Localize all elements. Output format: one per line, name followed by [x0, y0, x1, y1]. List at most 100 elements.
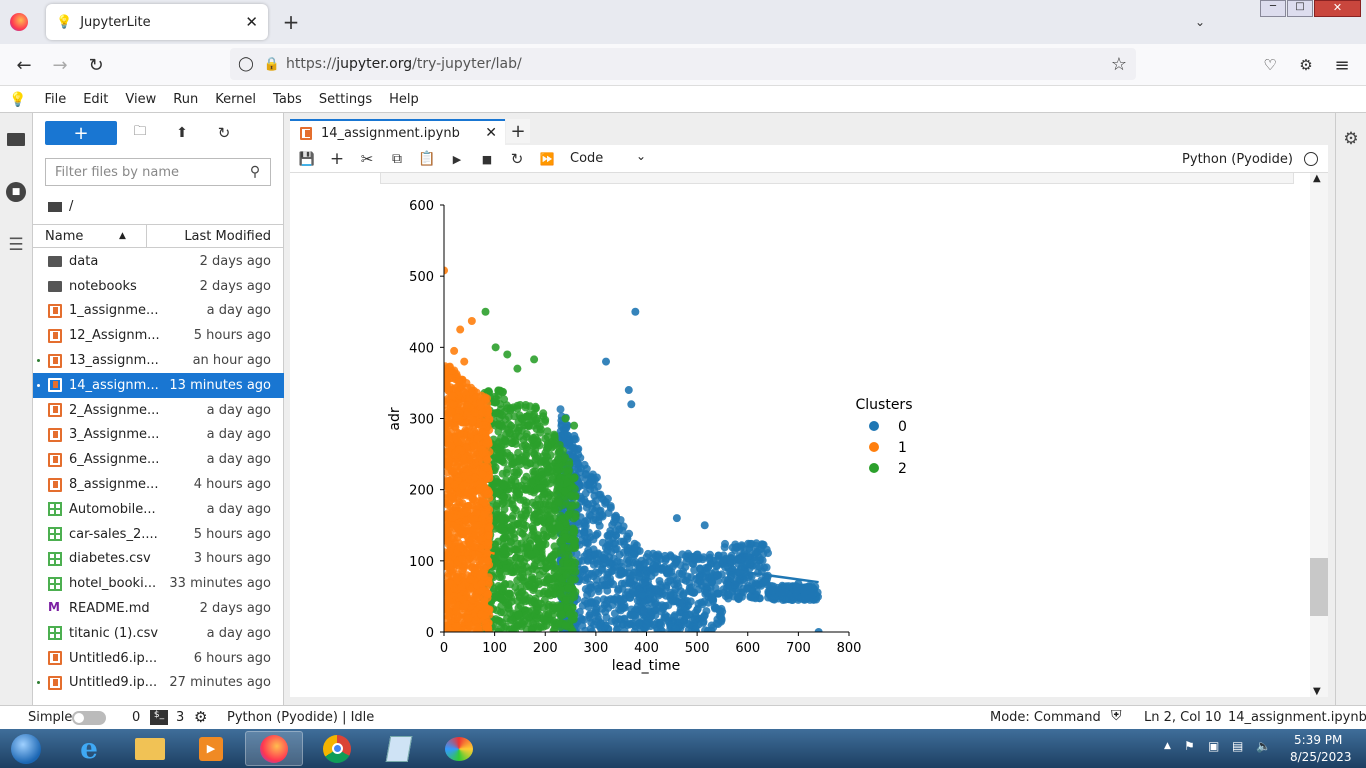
url-bar[interactable]: ◯ 🔒 https://jupyter.org/try-jupyter/lab/…: [230, 48, 1136, 80]
show-hidden-icons[interactable]: ▲: [1164, 741, 1171, 751]
kernel-status[interactable]: Python (Pyodide) | Idle: [227, 710, 375, 725]
file-row[interactable]: Untitled6.ip... 6 hours ago: [33, 646, 284, 671]
maximize-window-icon[interactable]: □: [1287, 0, 1313, 17]
file-row[interactable]: car-sales_2.... 5 hours ago: [33, 522, 284, 547]
action-center-icon[interactable]: ⚑: [1184, 739, 1195, 753]
start-button[interactable]: [4, 731, 48, 766]
paste-icon[interactable]: 📋: [418, 151, 436, 167]
trusted-shield-icon[interactable]: ⛨: [1111, 708, 1122, 724]
notebook-tab[interactable]: 14_assignment.ipynb ✕: [290, 119, 505, 145]
menu-run[interactable]: Run: [173, 92, 199, 107]
file-row[interactable]: 14_assignm... 13 minutes ago: [33, 373, 284, 398]
app-menu-icon[interactable]: ≡: [1334, 54, 1350, 76]
new-launcher-button[interactable]: +: [45, 121, 117, 145]
firefox-menu-icon[interactable]: [10, 13, 28, 31]
lock-icon[interactable]: 🔒: [263, 56, 281, 72]
file-row[interactable]: titanic (1).csv a day ago: [33, 621, 284, 646]
close-window-icon[interactable]: ✕: [1314, 0, 1361, 17]
menu-tabs[interactable]: Tabs: [273, 92, 302, 107]
modified-column-header[interactable]: Last Modified: [184, 228, 271, 244]
file-row[interactable]: 2_Assignme... a day ago: [33, 398, 284, 423]
volume-icon[interactable]: 🔈: [1256, 739, 1271, 753]
terminal-count[interactable]: 0: [132, 710, 141, 725]
shield-icon[interactable]: ◯: [238, 56, 254, 72]
upload-icon[interactable]: ⬆: [176, 125, 188, 141]
copy-icon[interactable]: ⧉: [392, 151, 402, 167]
scrollbar-thumb[interactable]: [1310, 558, 1328, 616]
cut-icon[interactable]: ✂: [360, 150, 374, 168]
file-row[interactable]: M README.md 2 days ago: [33, 596, 284, 621]
run-icon[interactable]: ▶: [452, 152, 462, 166]
name-column-header[interactable]: Name: [45, 228, 84, 244]
file-row[interactable]: Untitled9.ip... 27 minutes ago: [33, 671, 284, 696]
taskbar-media-player[interactable]: ▶: [182, 731, 240, 766]
save-icon[interactable]: 💾: [298, 151, 316, 167]
network-icon[interactable]: ▤: [1232, 739, 1244, 753]
minimize-window-icon[interactable]: ─: [1260, 0, 1286, 17]
taskbar-file-explorer[interactable]: [121, 731, 179, 766]
forward-icon[interactable]: →: [52, 54, 68, 76]
bookmark-star-icon[interactable]: ☆: [1110, 53, 1128, 75]
new-folder-icon[interactable]: 🗀: [133, 124, 147, 139]
menu-kernel[interactable]: Kernel: [215, 92, 257, 107]
breadcrumb-path[interactable]: /: [69, 199, 74, 214]
menu-file[interactable]: File: [44, 92, 67, 107]
file-row[interactable]: data 2 days ago: [33, 249, 284, 274]
file-row[interactable]: 8_assignme... 4 hours ago: [33, 472, 284, 497]
clock-date[interactable]: 8/25/2023: [1290, 750, 1352, 764]
extensions-icon[interactable]: ⚙: [1299, 56, 1313, 74]
menu-help[interactable]: Help: [389, 92, 419, 107]
vertical-scrollbar[interactable]: ▲ ▼: [1310, 173, 1328, 697]
cell-type-select[interactable]: Code ⌄: [570, 149, 652, 169]
folder-icon[interactable]: [48, 201, 62, 212]
taskbar-paint[interactable]: [430, 731, 488, 766]
file-row[interactable]: 1_assignme... a day ago: [33, 299, 284, 324]
taskbar-notepad[interactable]: [370, 731, 428, 766]
data-point: [586, 613, 595, 622]
file-row[interactable]: 13_assignm... an hour ago: [33, 348, 284, 373]
data-point: [583, 539, 592, 548]
stop-icon[interactable]: ■: [481, 152, 493, 166]
taskbar-internet-explorer[interactable]: e: [60, 731, 118, 766]
filter-input[interactable]: Filter files by name ⚲: [45, 158, 271, 186]
file-row[interactable]: 12_Assignm... 5 hours ago: [33, 323, 284, 348]
file-row[interactable]: diabetes.csv 3 hours ago: [33, 547, 284, 572]
data-point: [571, 510, 580, 519]
restart-run-all-icon[interactable]: ⏩: [539, 152, 555, 166]
taskbar-firefox[interactable]: [245, 731, 303, 766]
previous-code-cell[interactable]: [380, 173, 1294, 184]
taskbar-chrome[interactable]: [308, 731, 366, 766]
file-row[interactable]: Automobile... a day ago: [33, 497, 284, 522]
reload-icon[interactable]: ↻: [88, 54, 104, 76]
scroll-down-icon[interactable]: ▼: [1313, 686, 1321, 697]
file-row[interactable]: 6_Assignme... a day ago: [33, 447, 284, 472]
insert-cell-icon[interactable]: +: [329, 149, 345, 169]
new-tab-icon[interactable]: +: [282, 10, 300, 34]
scroll-up-icon[interactable]: ▲: [1313, 173, 1321, 184]
restart-kernel-icon[interactable]: ↻: [510, 150, 524, 168]
menu-edit[interactable]: Edit: [83, 92, 109, 107]
cursor-position[interactable]: Ln 2, Col 10: [1144, 710, 1222, 725]
property-inspector-icon[interactable]: ⚙: [1343, 129, 1359, 149]
back-icon[interactable]: ←: [16, 54, 32, 76]
kernel-name[interactable]: Python (Pyodide): [1182, 152, 1293, 167]
clock-time[interactable]: 5:39 PM: [1294, 733, 1343, 747]
file-row[interactable]: hotel_booki... 33 minutes ago: [33, 571, 284, 596]
simple-mode-toggle[interactable]: [72, 711, 106, 725]
folder-icon[interactable]: [7, 133, 25, 146]
close-tab-icon[interactable]: ✕: [485, 125, 497, 141]
menu-view[interactable]: View: [125, 92, 157, 107]
pocket-icon[interactable]: ♡: [1263, 56, 1277, 74]
power-icon[interactable]: ▣: [1208, 739, 1220, 753]
file-row[interactable]: 3_Assignme... a day ago: [33, 423, 284, 448]
new-tab-icon[interactable]: +: [506, 119, 530, 143]
refresh-icon[interactable]: ↻: [217, 124, 231, 142]
kernel-count[interactable]: 3: [176, 710, 185, 725]
running-kernels-icon[interactable]: ■: [6, 182, 26, 202]
menu-settings[interactable]: Settings: [318, 92, 373, 107]
close-tab-icon[interactable]: ✕: [245, 13, 258, 31]
file-row[interactable]: notebooks 2 days ago: [33, 274, 284, 299]
browser-tab[interactable]: 💡 JupyterLite ✕: [46, 4, 268, 40]
tab-list-icon[interactable]: ⌄: [1194, 15, 1206, 29]
table-of-contents-icon[interactable]: ☰: [8, 235, 24, 255]
